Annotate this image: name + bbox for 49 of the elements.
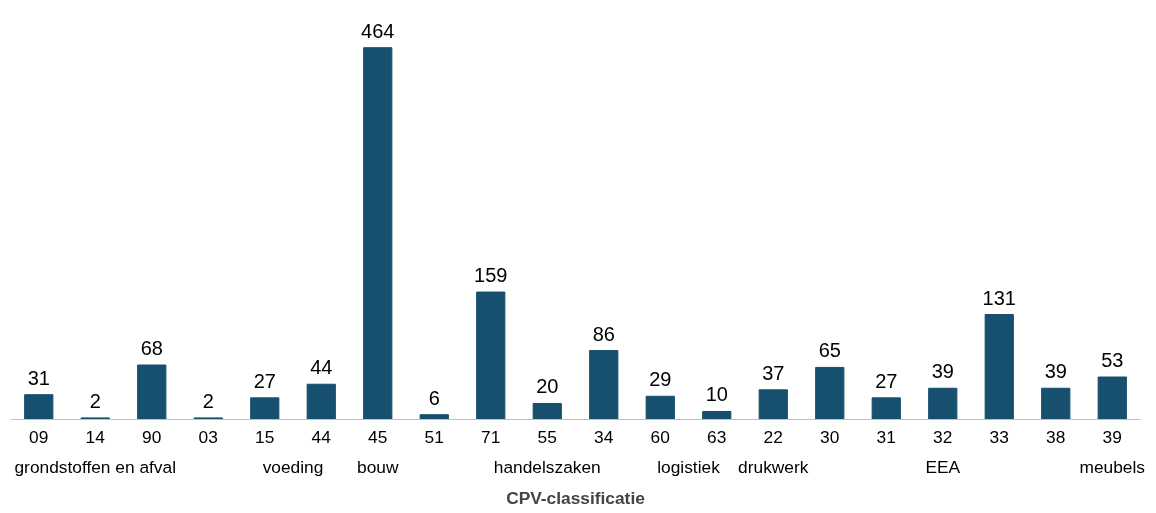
text: EEA	[925, 456, 961, 477]
x-tick-label: 31	[876, 426, 896, 447]
x-tick-label: 14	[85, 426, 106, 447]
data-label: 27	[253, 369, 276, 392]
x-tick-label: 71	[481, 426, 501, 447]
x-tick-label: 30	[820, 426, 840, 447]
x-tick-label: 33	[989, 426, 1009, 447]
x-tick-label: 03	[198, 426, 218, 447]
data-label: 6	[428, 386, 440, 409]
text: meubels	[1079, 456, 1146, 477]
x-tick-label: 38	[1046, 426, 1066, 447]
x-tick-label: 63	[707, 426, 727, 447]
data-label: 2	[202, 389, 214, 412]
data-label: 37	[762, 361, 785, 384]
data-label: 27	[875, 369, 898, 392]
x-tick-label: 34	[594, 426, 614, 447]
data-label: 39	[931, 360, 954, 383]
text: logistiek	[657, 456, 721, 477]
data-label: 68	[140, 337, 163, 360]
data-label: 2	[89, 389, 101, 412]
data-label: 464	[361, 19, 395, 42]
data-label: 65	[818, 339, 841, 362]
data-label: 31	[27, 366, 50, 389]
data-label: 159	[474, 264, 508, 287]
text: handelszaken	[493, 456, 601, 477]
x-tick-label: 39	[1102, 426, 1122, 447]
x-tick-label: 55	[537, 426, 557, 447]
data-label: 86	[592, 322, 615, 345]
x-tick-label: 60	[650, 426, 670, 447]
text: bouw	[357, 456, 399, 477]
x-axis-title: CPV-classificatie	[506, 487, 646, 508]
x-tick-label: 45	[368, 426, 388, 447]
x-tick-label: 90	[142, 426, 162, 447]
data-label: 10	[705, 383, 728, 406]
data-label: 53	[1101, 349, 1124, 372]
x-tick-label: 09	[29, 426, 49, 447]
x-tick-label: 32	[933, 426, 953, 447]
x-tick-label: 22	[763, 426, 783, 447]
text: drukwerk	[738, 456, 809, 477]
x-tick-label: 15	[255, 426, 275, 447]
text: voeding	[262, 456, 324, 477]
data-label: 44	[310, 356, 333, 379]
data-label: 29	[649, 368, 672, 391]
data-label: 39	[1044, 360, 1067, 383]
x-tick-label: 44	[311, 426, 332, 447]
data-label: 20	[536, 375, 559, 398]
x-tick-label: 51	[424, 426, 444, 447]
data-label: 131	[982, 286, 1016, 309]
text: grondstoffen en afval	[14, 456, 177, 477]
